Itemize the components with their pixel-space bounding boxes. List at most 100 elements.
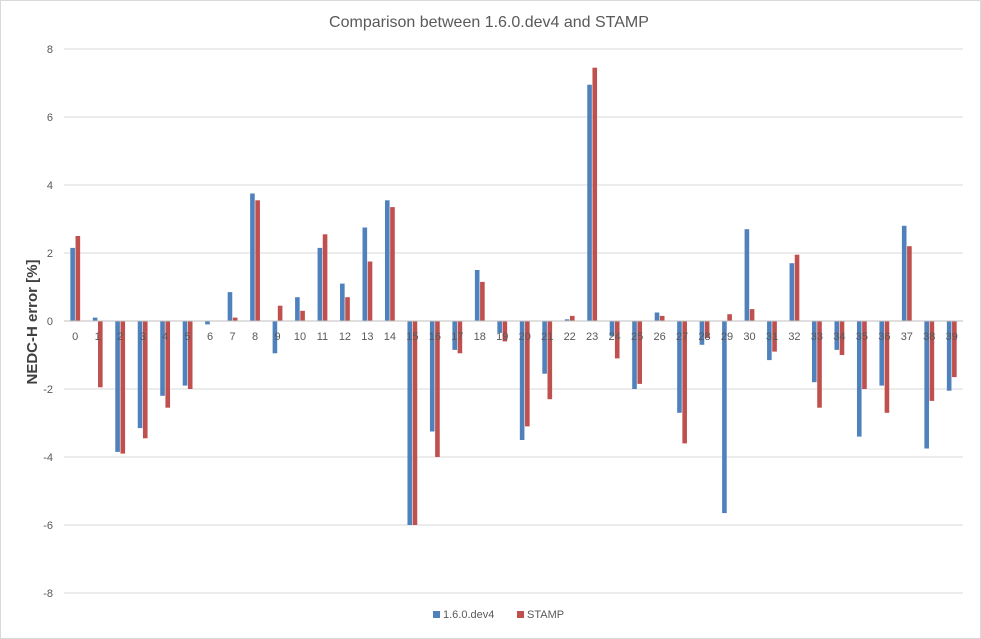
x-tick-label: 29 — [721, 331, 733, 343]
bar-STAMP-18 — [480, 281, 485, 321]
bar-1.6.0.dev4-2 — [115, 321, 120, 452]
bar-STAMP-29 — [727, 314, 732, 321]
bar-STAMP-38 — [929, 321, 935, 401]
x-tick-label: 20 — [519, 331, 531, 343]
bar-STAMP-37 — [907, 246, 912, 321]
x-tick-label: 19 — [496, 331, 508, 343]
bar-1.6.0.dev4-35 — [856, 321, 862, 437]
bar-1.6.0.dev4-30 — [744, 229, 750, 321]
x-tick-label: 11 — [317, 331, 328, 343]
bar-1.6.0.dev4-36 — [879, 321, 885, 386]
y-tick-label: -8 — [43, 588, 53, 600]
y-tick-label: 2 — [47, 248, 53, 260]
bar-STAMP-11 — [322, 234, 328, 321]
legend-label: STAMP — [527, 609, 564, 621]
bar-1.6.0.dev4-8 — [250, 193, 255, 321]
bar-1.6.0.dev4-34 — [834, 321, 840, 350]
x-tick-label: 1 — [95, 331, 101, 343]
y-tick-label: 0 — [47, 316, 53, 328]
bar-1.6.0.dev4-39 — [946, 321, 952, 391]
bar-STAMP-20 — [525, 321, 530, 427]
x-tick-label: 0 — [72, 331, 78, 343]
bar-1.6.0.dev4-18 — [474, 270, 480, 321]
bar-STAMP-13 — [367, 261, 373, 321]
bar-STAMP-7 — [232, 317, 238, 321]
bars — [70, 67, 957, 525]
bar-1.6.0.dev4-29 — [722, 321, 727, 514]
chart-title: Comparison between 1.6.0.dev4 and STAMP — [329, 14, 649, 31]
x-tick-label: 22 — [564, 331, 576, 343]
legend-swatch — [517, 611, 524, 618]
legend: 1.6.0.dev4 STAMP — [433, 609, 564, 621]
bar-1.6.0.dev4-1 — [92, 317, 98, 321]
x-tick-label: 3 — [140, 331, 146, 343]
bar-STAMP-3 — [142, 321, 148, 439]
x-tick-label: 18 — [474, 331, 486, 343]
bar-1.6.0.dev4-10 — [295, 297, 300, 321]
x-tick-label: 13 — [361, 331, 373, 343]
bar-STAMP-22 — [569, 315, 575, 321]
x-tick-label: 2 — [117, 331, 123, 343]
bar-STAMP-21 — [547, 321, 553, 400]
bar-1.6.0.dev4-9 — [272, 321, 278, 354]
bar-1.6.0.dev4-28 — [699, 321, 705, 345]
bar-1.6.0.dev4-6 — [205, 321, 210, 325]
bar-1.6.0.dev4-22 — [564, 319, 570, 321]
bar-STAMP-35 — [862, 321, 867, 389]
y-tick-label: 4 — [47, 180, 53, 192]
bar-STAMP-15 — [412, 321, 418, 525]
bar-1.6.0.dev4-20 — [519, 321, 525, 440]
x-tick-label: 28 — [698, 331, 710, 343]
bar-1.6.0.dev4-33 — [812, 321, 817, 383]
bar-1.6.0.dev4-14 — [384, 200, 390, 321]
bar-1.6.0.dev4-25 — [632, 321, 637, 389]
bar-STAMP-25 — [637, 321, 643, 384]
y-axis-ticks: -8 -6 -4 -2 0 2 4 6 8 — [43, 44, 53, 600]
y-tick-label: 8 — [47, 44, 53, 56]
x-tick-label: 25 — [631, 331, 643, 343]
x-tick-label: 9 — [274, 331, 280, 343]
bar-1.6.0.dev4-31 — [767, 321, 772, 361]
x-tick-label: 24 — [609, 331, 621, 343]
bar-1.6.0.dev4-38 — [924, 321, 929, 449]
x-tick-label: 15 — [406, 331, 418, 343]
bar-STAMP-12 — [345, 297, 350, 321]
x-tick-label: 8 — [252, 331, 258, 343]
bar-STAMP-26 — [659, 315, 665, 321]
bar-1.6.0.dev4-16 — [429, 321, 435, 432]
x-tick-label: 23 — [586, 331, 598, 343]
x-tick-label: 38 — [923, 331, 935, 343]
bar-1.6.0.dev4-23 — [587, 84, 592, 321]
bar-1.6.0.dev4-11 — [317, 247, 323, 321]
x-tick-label: 12 — [339, 331, 351, 343]
bar-STAMP-33 — [817, 321, 822, 408]
bar-STAMP-9 — [277, 305, 283, 321]
x-tick-label: 31 — [766, 331, 778, 343]
bar-1.6.0.dev4-15 — [407, 321, 413, 525]
x-tick-label: 34 — [833, 331, 845, 343]
x-tick-label: 17 — [451, 331, 463, 343]
x-tick-label: 33 — [811, 331, 823, 343]
bar-STAMP-10 — [300, 310, 305, 321]
bar-STAMP-4 — [165, 321, 171, 408]
bar-1.6.0.dev4-26 — [654, 312, 660, 321]
bar-1.6.0.dev4-4 — [160, 321, 165, 396]
bar-1.6.0.dev4-21 — [542, 321, 547, 374]
x-tick-label: 37 — [901, 331, 913, 343]
bar-STAMP-17 — [457, 321, 463, 354]
bar-STAMP-31 — [772, 321, 777, 352]
bar-STAMP-24 — [614, 321, 620, 359]
x-axis-ticks: 0 1 2 3 4 5 6 7 8 9 10 11 12 13 14 15 16 17 18 19 20 21 22 23 24… — [72, 331, 958, 343]
x-tick-label: 4 — [162, 331, 168, 343]
bar-STAMP-30 — [749, 309, 755, 321]
x-tick-label: 30 — [743, 331, 755, 343]
bar-STAMP-14 — [390, 207, 395, 321]
bar-STAMP-0 — [75, 236, 81, 321]
bar-1.6.0.dev4-24 — [609, 321, 615, 337]
bar-1.6.0.dev4-27 — [677, 321, 682, 413]
bar-1.6.0.dev4-5 — [182, 321, 188, 386]
legend-label: 1.6.0.dev4 — [443, 609, 494, 621]
x-tick-label: 7 — [230, 331, 236, 343]
x-tick-label: 35 — [856, 331, 868, 343]
